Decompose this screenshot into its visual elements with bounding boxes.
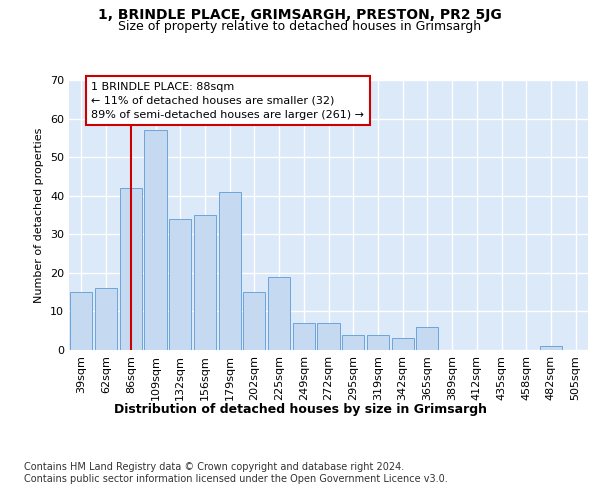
Bar xyxy=(70,292,92,350)
Bar xyxy=(342,334,364,350)
Text: Distribution of detached houses by size in Grimsargh: Distribution of detached houses by size … xyxy=(113,402,487,415)
Text: 1, BRINDLE PLACE, GRIMSARGH, PRESTON, PR2 5JG: 1, BRINDLE PLACE, GRIMSARGH, PRESTON, PR… xyxy=(98,8,502,22)
Bar xyxy=(95,288,117,350)
Bar xyxy=(169,219,191,350)
Bar xyxy=(293,323,315,350)
Bar xyxy=(367,334,389,350)
Bar xyxy=(268,276,290,350)
Bar xyxy=(540,346,562,350)
Bar xyxy=(119,188,142,350)
Bar xyxy=(416,327,439,350)
Bar xyxy=(243,292,265,350)
Bar xyxy=(317,323,340,350)
Bar xyxy=(392,338,414,350)
Y-axis label: Number of detached properties: Number of detached properties xyxy=(34,128,44,302)
Text: 1 BRINDLE PLACE: 88sqm
← 11% of detached houses are smaller (32)
89% of semi-det: 1 BRINDLE PLACE: 88sqm ← 11% of detached… xyxy=(91,82,364,120)
Text: Size of property relative to detached houses in Grimsargh: Size of property relative to detached ho… xyxy=(118,20,482,33)
Bar xyxy=(145,130,167,350)
Bar xyxy=(194,215,216,350)
Bar xyxy=(218,192,241,350)
Text: Contains HM Land Registry data © Crown copyright and database right 2024.
Contai: Contains HM Land Registry data © Crown c… xyxy=(24,462,448,484)
